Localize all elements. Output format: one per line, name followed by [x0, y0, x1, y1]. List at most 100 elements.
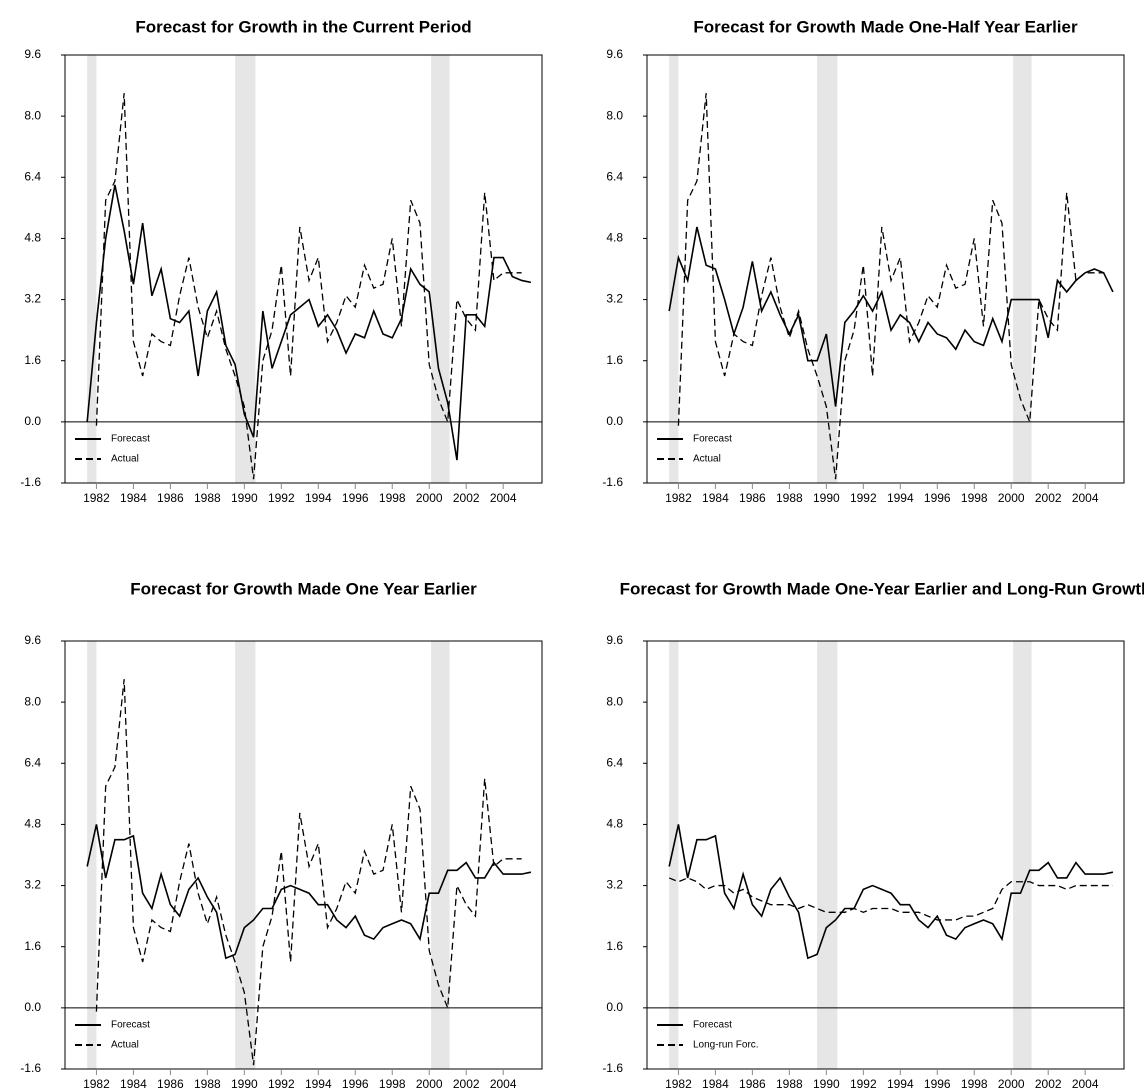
y-tick-label: 1.6 — [24, 939, 41, 953]
y-tick-label: 0.0 — [24, 1000, 41, 1014]
recession-shading — [1013, 641, 1032, 1069]
x-tick-label: 1986 — [739, 1077, 766, 1089]
x-tick-label: 1984 — [120, 1077, 147, 1089]
series-line — [668, 226, 1114, 407]
y-tick-label: 8.0 — [606, 694, 623, 708]
legend-label: Actual — [693, 454, 721, 465]
x-tick-label: 2004 — [1072, 491, 1099, 505]
y-tick-label: 8.0 — [606, 108, 623, 122]
plot-frame — [646, 54, 1125, 484]
plot-frame — [64, 640, 543, 1070]
x-tick-label: 1982 — [665, 491, 692, 505]
x-tick-label: 1984 — [120, 491, 147, 505]
y-tick-label: 1.6 — [606, 939, 623, 953]
y-tick-label: 9.6 — [24, 47, 41, 61]
x-tick-label: 1994 — [887, 491, 914, 505]
series-line — [86, 824, 532, 960]
y-tick-label: 4.8 — [606, 817, 623, 831]
y-tick-label: -1.6 — [602, 475, 623, 489]
x-tick-label: 1996 — [924, 491, 951, 505]
x-tick-label: 1998 — [961, 491, 988, 505]
x-tick-label: 2004 — [490, 491, 517, 505]
recession-shading — [1013, 55, 1032, 483]
y-tick-label: 4.8 — [24, 231, 41, 245]
y-tick-label: 9.6 — [606, 633, 623, 647]
recession-shading — [431, 641, 450, 1069]
x-tick-label: 1994 — [305, 1077, 332, 1089]
legend-label: Forecast — [693, 1020, 732, 1031]
chart-title: Forecast for Growth Made One Year Earlie… — [130, 579, 477, 598]
recession-shading — [235, 55, 256, 483]
y-tick-label: 1.6 — [24, 353, 41, 367]
x-tick-label: 2000 — [416, 491, 443, 505]
x-tick-label: 1986 — [157, 491, 184, 505]
y-tick-label: 0.0 — [606, 414, 623, 428]
x-tick-label: 1982 — [665, 1077, 692, 1089]
x-tick-label: 1990 — [231, 491, 258, 505]
x-tick-label: 2002 — [1035, 1077, 1062, 1089]
x-tick-label: 1988 — [194, 1077, 221, 1089]
series-line — [95, 93, 522, 480]
y-tick-label: 8.0 — [24, 108, 41, 122]
x-tick-label: 1992 — [850, 491, 877, 505]
recession-shading — [669, 641, 679, 1069]
y-tick-label: 9.6 — [24, 633, 41, 647]
chart-title: Forecast for Growth Made One-Year Earlie… — [620, 579, 1144, 598]
x-tick-label: 1988 — [776, 491, 803, 505]
x-tick-label: 2002 — [1035, 491, 1062, 505]
x-tick-label: 1996 — [342, 491, 369, 505]
panel: Forecast for Growth Made One-Year Earlie… — [602, 579, 1144, 1089]
recession-shading — [235, 641, 256, 1069]
chart-title: Forecast for Growth in the Current Perio… — [135, 17, 471, 36]
x-tick-label: 1988 — [194, 491, 221, 505]
y-tick-label: -1.6 — [20, 475, 41, 489]
x-tick-label: 1990 — [231, 1077, 258, 1089]
series-line — [86, 184, 532, 461]
series-line — [668, 877, 1113, 921]
recession-shading — [817, 641, 838, 1069]
x-tick-label: 1992 — [268, 491, 295, 505]
y-tick-label: 1.6 — [606, 353, 623, 367]
x-tick-label: 1982 — [83, 1077, 110, 1089]
y-tick-label: -1.6 — [602, 1061, 623, 1075]
x-tick-label: 1998 — [379, 1077, 406, 1089]
y-tick-label: 6.4 — [606, 169, 623, 183]
x-tick-label: 1984 — [702, 1077, 729, 1089]
series-line — [668, 824, 1114, 960]
legend-label: Forecast — [111, 434, 150, 445]
panel: Forecast for Growth Made One Year Earlie… — [20, 579, 543, 1089]
y-tick-label: -1.6 — [20, 1061, 41, 1075]
y-tick-label: 8.0 — [24, 694, 41, 708]
y-tick-label: 3.2 — [606, 292, 623, 306]
x-tick-label: 2002 — [453, 491, 480, 505]
y-tick-label: 4.8 — [24, 817, 41, 831]
y-tick-label: 3.2 — [606, 878, 623, 892]
recession-shading — [87, 55, 97, 483]
x-tick-label: 1990 — [813, 1077, 840, 1089]
plot-frame — [64, 54, 543, 484]
x-tick-label: 2004 — [490, 1077, 517, 1089]
y-tick-label: 4.8 — [606, 231, 623, 245]
legend-label: Actual — [111, 1040, 139, 1051]
series-line — [677, 93, 1104, 480]
legend-label: Forecast — [111, 1020, 150, 1031]
recession-shading — [87, 641, 97, 1069]
plot-frame — [646, 640, 1125, 1070]
x-tick-label: 1992 — [268, 1077, 295, 1089]
y-tick-label: 6.4 — [606, 755, 623, 769]
y-tick-label: 9.6 — [606, 47, 623, 61]
x-tick-label: 1982 — [83, 491, 110, 505]
y-tick-label: 3.2 — [24, 292, 41, 306]
y-tick-label: 0.0 — [606, 1000, 623, 1014]
x-tick-label: 2002 — [453, 1077, 480, 1089]
x-tick-label: 1984 — [702, 491, 729, 505]
y-tick-label: 6.4 — [24, 755, 41, 769]
legend-label: Actual — [111, 454, 139, 465]
chart-title: Forecast for Growth Made One-Half Year E… — [693, 17, 1078, 36]
y-tick-label: 3.2 — [24, 878, 41, 892]
recession-shading — [431, 55, 450, 483]
x-tick-label: 2000 — [416, 1077, 443, 1089]
x-tick-label: 1986 — [739, 491, 766, 505]
x-tick-label: 1994 — [305, 491, 332, 505]
